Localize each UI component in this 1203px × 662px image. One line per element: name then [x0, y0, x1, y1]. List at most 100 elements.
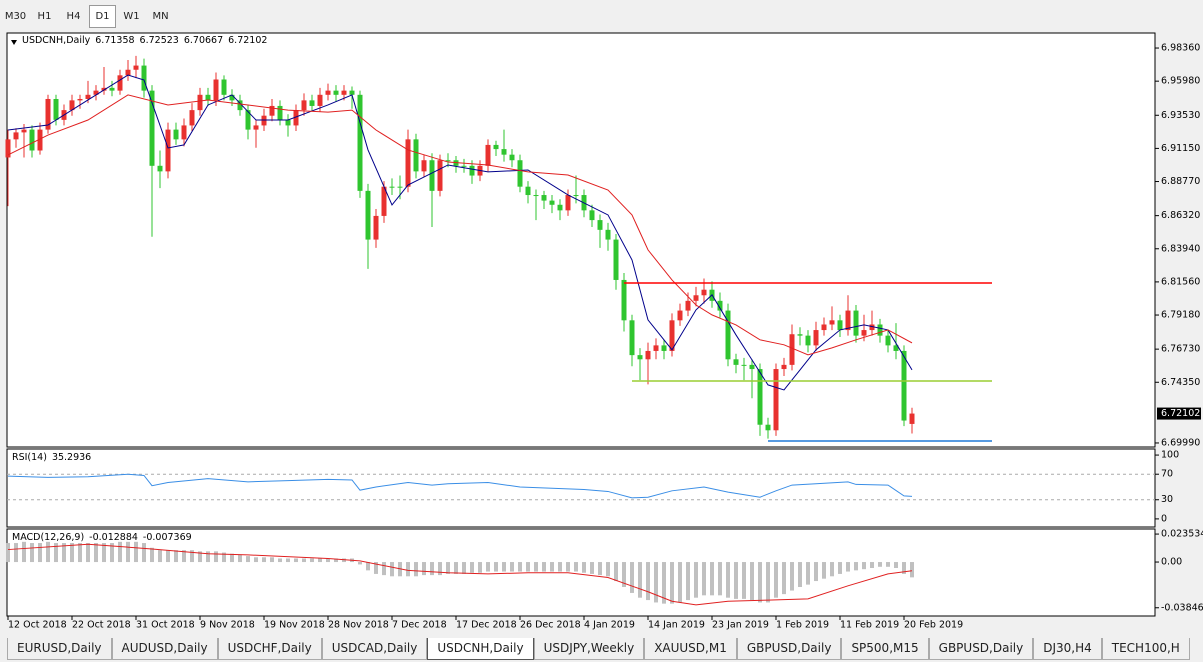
- chart-tab[interactable]: USDCAD,Daily: [321, 638, 428, 660]
- macd-bar: [542, 562, 546, 572]
- y-tick-label: 30: [1161, 494, 1173, 505]
- macd-bar: [190, 550, 194, 563]
- timeframe-button[interactable]: D1: [89, 5, 116, 28]
- timeframe-button[interactable]: M30: [4, 11, 27, 22]
- macd-bar: [14, 543, 18, 563]
- candle-body: [133, 65, 139, 70]
- chart-tab[interactable]: AUDUSD,Daily: [111, 638, 218, 660]
- macd-signal: [7, 543, 913, 606]
- close: 6.72102: [228, 35, 268, 46]
- macd-bar: [566, 562, 570, 572]
- rsi-panel: [6, 448, 1156, 528]
- macd-bar: [278, 558, 282, 563]
- chart-tab[interactable]: EURUSD,Daily: [7, 638, 112, 660]
- candle-body: [309, 100, 315, 106]
- chart-tab[interactable]: USDCNH,Daily: [427, 638, 534, 660]
- candle-body: [293, 110, 299, 126]
- macd-bar: [198, 551, 202, 563]
- chart-tab[interactable]: DJ30,H4: [1033, 638, 1102, 660]
- macd-bar: [438, 562, 442, 576]
- chart-tab[interactable]: GBPUSD,Daily: [928, 638, 1034, 660]
- candle-body: [397, 186, 403, 188]
- candle-body: [213, 79, 219, 101]
- candle-body: [437, 160, 443, 191]
- macd-bar: [878, 562, 882, 567]
- candle-body: [461, 165, 467, 167]
- timeframe-button[interactable]: MN: [152, 11, 169, 22]
- macd-bar: [526, 562, 530, 572]
- x-tick-label: 11 Feb 2019: [840, 620, 899, 631]
- candle-body: [509, 154, 515, 161]
- macd-bar: [206, 551, 210, 563]
- timeframe-button[interactable]: H4: [66, 11, 81, 22]
- candle-body: [885, 335, 891, 346]
- candle-body: [157, 165, 163, 172]
- timeframe-button[interactable]: H1: [37, 11, 52, 22]
- candle-body: [253, 125, 259, 130]
- candle-body: [197, 94, 203, 111]
- chart-tab[interactable]: TECH100,H: [1101, 638, 1190, 660]
- candle-body: [893, 345, 899, 351]
- macd-signal: -0.007369: [142, 532, 192, 543]
- candle-body: [869, 324, 875, 331]
- macd-bar: [150, 547, 154, 563]
- candle-body: [669, 320, 675, 351]
- macd-bar: [806, 562, 810, 585]
- y-tick-label: 6.74350: [1161, 377, 1200, 388]
- macd-bar: [766, 562, 770, 603]
- macd-bar: [614, 562, 618, 582]
- candle-body: [117, 75, 123, 91]
- y-tick-label: 0.00: [1161, 557, 1182, 568]
- candle-body: [701, 289, 707, 296]
- macd-bar: [862, 562, 866, 570]
- candle-body: [741, 364, 747, 366]
- candle-body: [637, 355, 643, 360]
- candle-body: [165, 129, 171, 172]
- candle-body: [109, 87, 115, 91]
- y-tick-label: 6.93530: [1161, 110, 1200, 121]
- x-tick-label: 14 Jan 2019: [648, 620, 705, 631]
- macd-bar: [494, 562, 498, 572]
- chart-tab[interactable]: USDJPY,Weekly: [533, 638, 645, 660]
- chart-tab[interactable]: SP500,M15: [841, 638, 929, 660]
- x-tick-label: 9 Nov 2018: [200, 620, 255, 631]
- macd-main: -0.012884: [89, 532, 138, 543]
- macd-bar: [718, 562, 722, 596]
- candle-body: [901, 350, 907, 421]
- candle-body: [413, 139, 419, 172]
- macd-bar: [590, 562, 594, 574]
- y-tick-label: 6.69990: [1161, 437, 1200, 448]
- macd-bar: [846, 562, 850, 572]
- candle-body: [765, 424, 771, 431]
- timeframe-button[interactable]: W1: [123, 11, 140, 22]
- candle-body: [421, 160, 427, 172]
- macd-bar: [318, 558, 322, 563]
- macd-bar: [782, 562, 786, 595]
- macd-bar: [638, 562, 642, 598]
- macd-bar: [510, 562, 514, 572]
- macd-name: MACD(12,26,9): [12, 532, 85, 543]
- macd-bar: [78, 543, 82, 563]
- menu-arrow: [11, 40, 17, 45]
- macd-bar: [798, 562, 802, 587]
- candle-body: [365, 190, 371, 240]
- macd-bar: [222, 552, 226, 563]
- macd-bar: [6, 543, 10, 563]
- rsi-line: [7, 473, 913, 499]
- chart-tab[interactable]: XAUUSD,M1: [644, 638, 737, 660]
- macd-bar: [70, 543, 74, 563]
- macd-bar: [302, 558, 306, 563]
- candle-body: [381, 186, 387, 216]
- chart-tab[interactable]: GBPUSD,Daily: [736, 638, 842, 660]
- candle-body: [781, 364, 787, 370]
- x-tick-label: 1 Feb 2019: [776, 620, 829, 631]
- chart-tab[interactable]: USDCHF,Daily: [217, 638, 322, 660]
- macd-bar: [750, 562, 754, 601]
- x-tick-label: 23 Jan 2019: [712, 620, 769, 631]
- chart-tabs: EURUSD,Daily AUDUSD,Daily USDCHF,Daily USDC…: [7, 638, 1190, 660]
- candle-body: [589, 210, 595, 221]
- macd-bar: [670, 562, 674, 604]
- candle-body: [37, 129, 43, 151]
- x-tick-label: 22 Oct 2018: [72, 620, 131, 631]
